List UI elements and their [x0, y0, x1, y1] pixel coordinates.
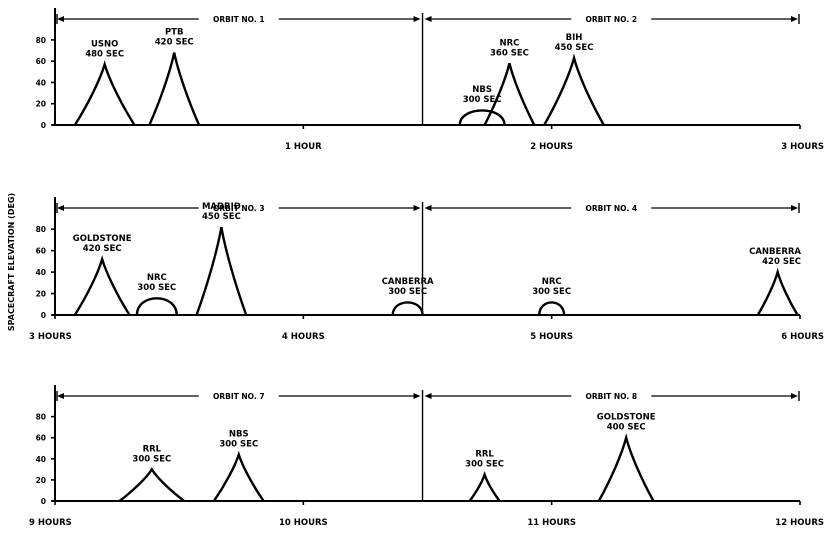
- orbit-label: ORBIT NO. 1: [213, 15, 265, 24]
- x-tick-label: 10 HOURS: [279, 518, 328, 528]
- pass-duration-label: 300 SEC: [388, 287, 427, 297]
- x-tick-label: 2 HOURS: [530, 142, 573, 152]
- x-tick-label: 6 HOURS: [781, 332, 824, 342]
- orbit-arrow-right: [413, 393, 421, 399]
- pass-curve: [135, 297, 178, 316]
- pass-station-label: BIH: [566, 33, 583, 43]
- pass-duration-label: 300 SEC: [137, 283, 176, 293]
- pass-curve: [597, 432, 655, 502]
- pass-duration-label: 300 SEC: [532, 287, 571, 297]
- pass-station-label: NRC: [147, 273, 167, 283]
- y-tick-label: 0: [41, 497, 46, 506]
- chart-panel-3: 0 20 40 60 80 9 HOURS 10 HOURS 11 HOURS 12 HOURS…: [29, 385, 824, 528]
- pass-duration-label: 420 SEC: [83, 244, 122, 254]
- pass-station-label: NRC: [499, 38, 519, 48]
- pass-station-label: USNO: [91, 39, 118, 49]
- orbit-arrow-right: [791, 393, 798, 399]
- pass-duration-label: 420 SEC: [155, 38, 194, 48]
- chart-panel-1: 0 20 40 60 80 1 HOUR 2 HOURS 3 HOURS ORBIT NO. 1…: [36, 8, 824, 152]
- orbit-arrow-left: [57, 205, 64, 211]
- y-tick-label: 0: [41, 311, 46, 320]
- pass-curve: [756, 267, 799, 316]
- pass-station-label: RRL: [143, 444, 162, 454]
- pass-duration-label: 360 SEC: [490, 48, 529, 58]
- orbit-arrow-right: [791, 205, 798, 211]
- orbit-arrow-left: [424, 16, 432, 22]
- pass-station-label: GOLDSTONE: [73, 234, 132, 244]
- pass-station-label: RRL: [475, 450, 494, 460]
- y-tick-label: 20: [36, 100, 46, 109]
- y-tick-label: 40: [36, 78, 46, 87]
- x-tick-label: 5 HOURS: [530, 332, 573, 342]
- pass-curve: [538, 301, 566, 316]
- pass-curve: [148, 52, 201, 126]
- orbit-arrow-right: [413, 16, 421, 22]
- y-tick-label: 80: [36, 413, 46, 422]
- pass-duration-label: 420 SEC: [762, 257, 801, 267]
- pass-station-label: NRC: [542, 277, 562, 287]
- pass-station-label: GOLDSTONE: [597, 413, 656, 423]
- y-tick-label: 40: [36, 268, 46, 277]
- orbit-label: ORBIT NO. 2: [585, 15, 637, 24]
- orbit-label: ORBIT NO. 4: [585, 204, 637, 213]
- pass-duration-label: 300 SEC: [463, 95, 502, 105]
- x-tick-label: 9 HOURS: [29, 518, 72, 528]
- pass-curve: [468, 470, 501, 502]
- pass-curve: [483, 63, 536, 126]
- y-axis-title: SPACECRAFT ELEVATION (DEG): [7, 193, 16, 331]
- orbit-label: ORBIT NO. 8: [585, 392, 637, 401]
- pass-duration-label: 480 SEC: [85, 49, 124, 59]
- pass-duration-label: 400 SEC: [607, 423, 646, 433]
- orbit-label: ORBIT NO. 3: [213, 204, 265, 213]
- pass-duration-label: 450 SEC: [202, 212, 241, 222]
- pass-station-label: PTB: [165, 28, 184, 38]
- pass-curve: [73, 60, 136, 126]
- pass-station-label: NBS: [229, 430, 249, 440]
- orbit-arrow-left: [57, 16, 64, 22]
- pass-station-label: CANBERRA: [749, 247, 801, 257]
- pass-curve: [543, 53, 605, 126]
- y-tick-label: 20: [36, 476, 46, 485]
- pass-station-label: MADRID: [202, 202, 241, 212]
- pass-curve: [391, 301, 424, 316]
- pass-station-label: CANBERRA: [382, 277, 434, 287]
- pass-station-label: NBS: [472, 85, 492, 95]
- x-tick-label: 1 HOUR: [285, 142, 322, 152]
- pass-duration-label: 300 SEC: [465, 460, 504, 470]
- y-tick-label: 60: [36, 247, 46, 256]
- pass-duration-label: 300 SEC: [219, 440, 258, 450]
- y-tick-label: 80: [36, 225, 46, 234]
- pass-curve: [458, 109, 506, 126]
- pass-curve: [118, 467, 185, 502]
- y-tick-label: 20: [36, 290, 46, 299]
- y-tick-label: 60: [36, 57, 46, 66]
- y-tick-label: 60: [36, 434, 46, 443]
- x-tick-label: 3 HOURS: [29, 332, 72, 342]
- y-tick-label: 80: [36, 36, 46, 45]
- x-tick-label: 11 HOURS: [527, 518, 576, 528]
- orbit-arrow-left: [57, 393, 64, 399]
- orbit-arrow-right: [791, 16, 798, 22]
- orbit-label: ORBIT NO. 7: [213, 392, 265, 401]
- x-tick-label: 3 HOURS: [781, 142, 824, 152]
- pass-curve: [212, 450, 265, 502]
- orbit-arrow-left: [424, 205, 432, 211]
- orbit-arrow-right: [413, 205, 421, 211]
- pass-duration-label: 300 SEC: [132, 454, 171, 464]
- y-tick-label: 40: [36, 455, 46, 464]
- pass-curve: [195, 226, 248, 316]
- orbit-arrow-left: [424, 393, 432, 399]
- pass-duration-label: 450 SEC: [555, 43, 594, 53]
- x-tick-label: 12 HOURS: [775, 518, 824, 528]
- chart-panel-2: 0 20 40 60 80 3 HOURS 4 HOURS 5 HOURS 6 HOURS ORB…: [29, 197, 824, 342]
- y-tick-label: 0: [41, 121, 46, 130]
- x-tick-label: 4 HOURS: [282, 332, 325, 342]
- pass-curve: [73, 254, 131, 316]
